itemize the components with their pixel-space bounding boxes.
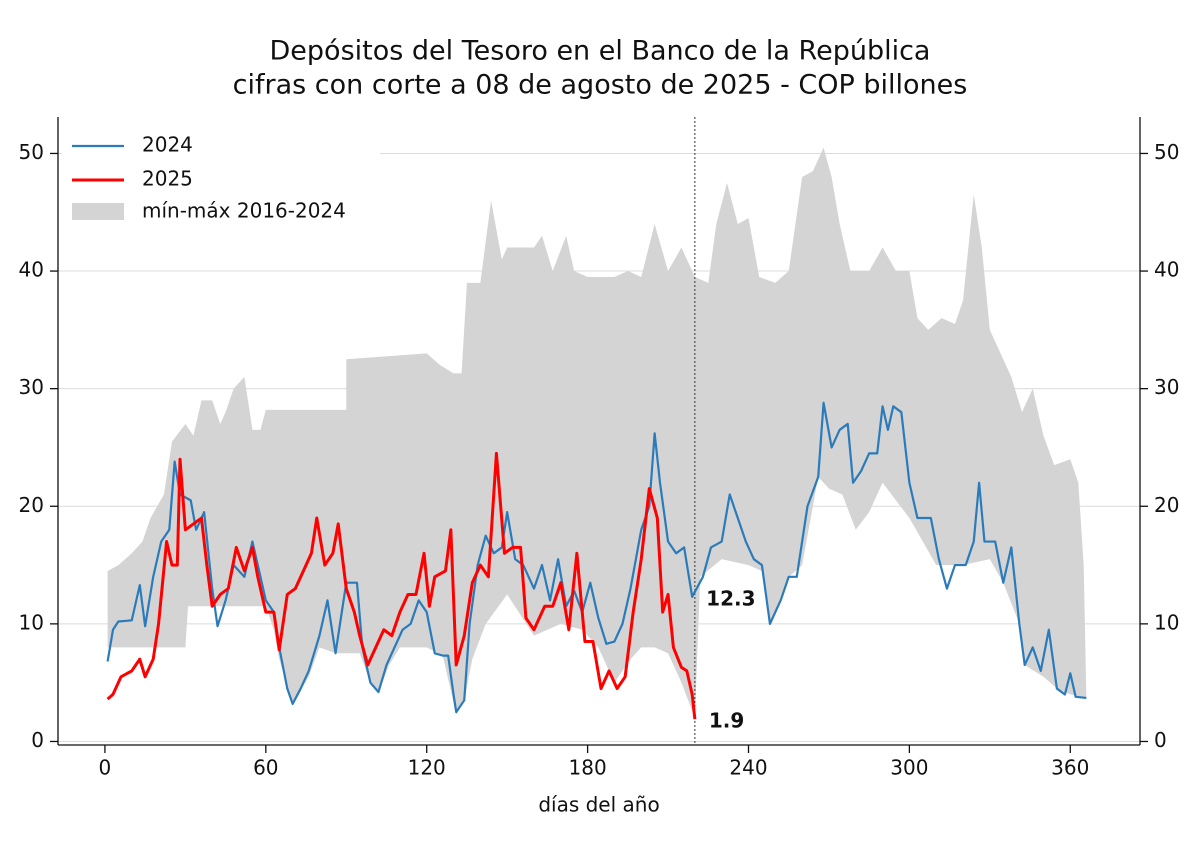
y2-tick-label: 20 bbox=[1154, 493, 1179, 517]
x-tick-label: 360 bbox=[1051, 756, 1089, 780]
x-tick-label: 120 bbox=[408, 756, 446, 780]
y2-tick-label: 10 bbox=[1154, 610, 1179, 634]
min-max-band bbox=[107, 147, 1087, 718]
series-line bbox=[106, 451, 697, 720]
x-tick-label: 180 bbox=[569, 756, 607, 780]
annotation: 12.3 bbox=[706, 586, 755, 610]
legend-label: 2025 bbox=[142, 167, 193, 191]
y2-tick-label: 0 bbox=[1154, 728, 1167, 752]
annotation: 1.9 bbox=[709, 709, 744, 733]
y2-tick-label: 40 bbox=[1154, 258, 1179, 282]
x-tick-label: 300 bbox=[890, 756, 928, 780]
y-tick-label: 20 bbox=[19, 493, 44, 517]
y2-tick-label: 50 bbox=[1154, 140, 1179, 164]
y-tick-label: 40 bbox=[19, 258, 44, 282]
y2-tick-label: 30 bbox=[1154, 375, 1179, 399]
y-tick-label: 50 bbox=[19, 140, 44, 164]
legend-label: mín-máx 2016-2024 bbox=[142, 199, 346, 223]
y-tick-label: 10 bbox=[19, 610, 44, 634]
x-tick-label: 0 bbox=[99, 756, 112, 780]
x-axis-label: días del año bbox=[538, 793, 659, 817]
series-line bbox=[106, 401, 1087, 714]
y-tick-label: 0 bbox=[31, 728, 44, 752]
x-tick-label: 240 bbox=[729, 756, 767, 780]
y-tick-label: 30 bbox=[19, 375, 44, 399]
x-tick-label: 60 bbox=[253, 756, 278, 780]
chart-title: Depósitos del Tesoro en el Banco de la R… bbox=[270, 36, 931, 67]
legend-swatch bbox=[72, 203, 124, 220]
legend-label: 2024 bbox=[142, 133, 193, 157]
chart-subtitle: cifras con corte a 08 de agosto de 2025 … bbox=[233, 70, 968, 101]
